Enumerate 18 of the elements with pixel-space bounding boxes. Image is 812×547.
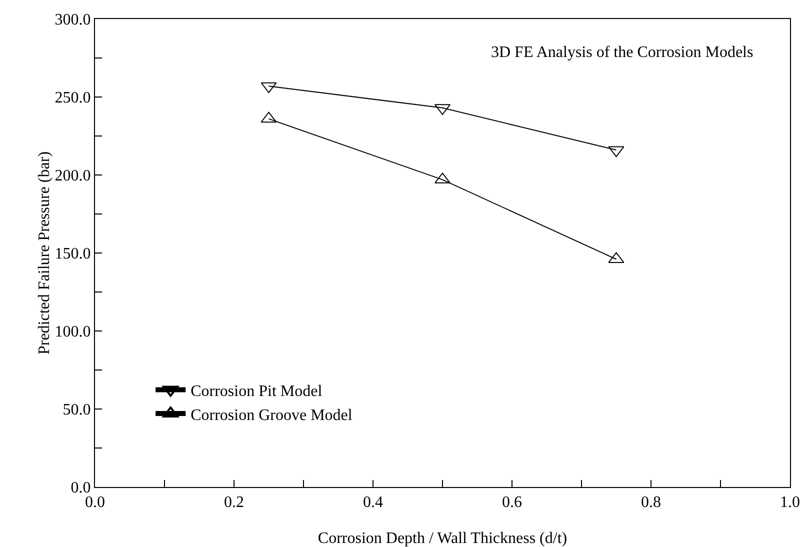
y-tick-label: 0.0	[70, 480, 91, 497]
x-tick-label: 0.4	[363, 494, 383, 512]
y-tick-label: 200.0	[54, 168, 91, 185]
x-tick-label: 0.2	[224, 494, 244, 512]
legend-label: Corrosion Pit Model	[190, 382, 323, 400]
y-axis-title: Predicted Failure Pressure (bar)	[36, 151, 53, 355]
x-tick-label: 1.0	[780, 494, 800, 512]
x-tick-label: 0.6	[502, 494, 522, 512]
x-axis-title: Corrosion Depth / Wall Thickness (d/t)	[318, 530, 568, 547]
y-tick-label: 100.0	[54, 324, 91, 341]
annotation: 3D FE Analysis of the Corrosion Models	[491, 44, 754, 61]
x-tick-label: 0.0	[85, 494, 105, 512]
y-tick-label: 150.0	[54, 246, 91, 263]
y-tick-label: 50.0	[62, 402, 91, 419]
legend-label: Corrosion Groove Model	[190, 406, 353, 424]
y-tick-label: 250.0	[54, 90, 91, 107]
x-tick-label: 0.8	[641, 494, 661, 512]
y-tick-label: 300.0	[54, 12, 91, 29]
